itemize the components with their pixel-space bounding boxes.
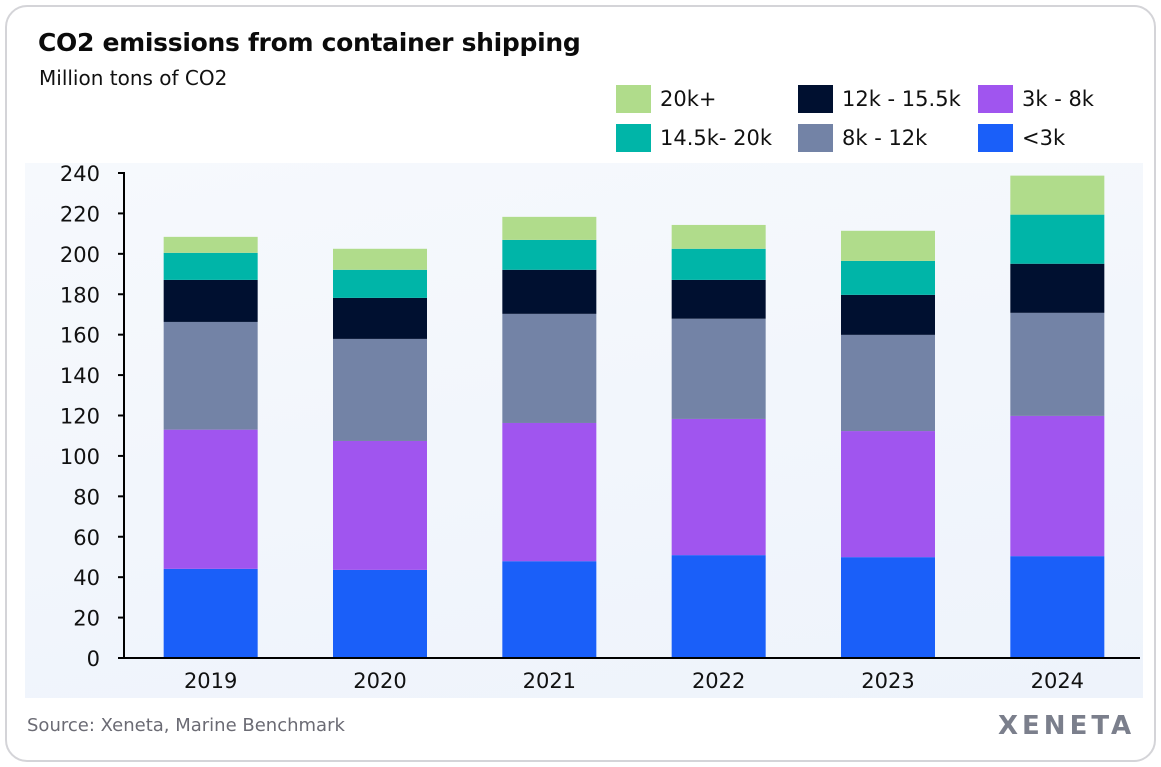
bar-segment	[333, 440, 427, 570]
legend-swatch	[978, 124, 1013, 152]
x-tick-label: 2021	[523, 669, 576, 693]
y-tick-label: 20	[73, 607, 100, 631]
bar-segment	[502, 216, 597, 240]
y-tick-label: 40	[73, 566, 100, 590]
legend-item: 12k - 15.5k	[798, 85, 961, 113]
bar-segment	[1010, 312, 1105, 416]
bar-segment	[502, 313, 597, 423]
legend-swatch	[798, 124, 833, 152]
bar-segment	[841, 334, 935, 432]
legend-swatch	[616, 124, 651, 152]
bar-segment	[1010, 263, 1105, 313]
legend-item: <3k	[978, 124, 1065, 152]
bar-segment	[671, 224, 766, 249]
y-tick-label: 140	[60, 364, 100, 388]
bar-segment	[841, 260, 935, 295]
chart-subtitle: Million tons of CO2	[39, 66, 228, 90]
legend-item: 3k - 8k	[978, 85, 1094, 113]
bar-segment	[333, 297, 427, 339]
legend-label: 3k - 8k	[1022, 87, 1094, 111]
legend-item: 8k - 12k	[798, 124, 927, 152]
bar-segment	[163, 321, 258, 430]
y-tick-label: 220	[60, 202, 100, 226]
x-tick-label: 2023	[861, 669, 914, 693]
bar-segment	[163, 568, 258, 658]
bar-segment	[163, 279, 258, 322]
bar-segment	[671, 279, 766, 319]
bar-segment	[671, 318, 766, 419]
bar-segment	[163, 252, 258, 280]
y-tick-label: 120	[60, 405, 100, 429]
x-tick-label: 2022	[692, 669, 745, 693]
y-tick-label: 0	[87, 647, 100, 671]
y-tick-label: 60	[73, 526, 100, 550]
bar-segment	[841, 230, 935, 261]
y-tick-label: 160	[60, 324, 100, 348]
legend-label: 14.5k- 20k	[660, 126, 773, 150]
bar-segment	[502, 269, 597, 314]
legend-swatch	[798, 85, 833, 113]
legend-swatch	[978, 85, 1013, 113]
y-tick-label: 200	[60, 243, 100, 267]
x-tick-label: 2019	[184, 669, 237, 693]
bar-segment	[163, 236, 258, 253]
bar-segment	[333, 569, 427, 658]
bar-segment	[502, 422, 597, 562]
legend-label: 12k - 15.5k	[842, 87, 961, 111]
bar-segment	[671, 555, 766, 658]
bar-segment	[841, 294, 935, 335]
bar-segment	[502, 561, 597, 658]
bar-segment	[502, 239, 597, 270]
bar-segment	[841, 431, 935, 558]
bar-segment	[333, 338, 427, 441]
source-note: Source: Xeneta, Marine Benchmark	[27, 715, 345, 736]
bar-segment	[1010, 175, 1105, 215]
bar-segment	[333, 248, 427, 270]
y-tick-label: 180	[60, 283, 100, 307]
legend-item: 20k+	[616, 85, 716, 113]
legend-label: 8k - 12k	[842, 126, 928, 150]
x-tick-label: 2020	[353, 669, 406, 693]
bar-segment	[671, 248, 766, 280]
legend-item: 14.5k- 20k	[616, 124, 772, 152]
bar-segment	[1010, 214, 1105, 264]
y-tick-label: 240	[60, 162, 100, 186]
chart-title: CO2 emissions from container shipping	[38, 28, 581, 57]
xeneta-logo: XENETA	[998, 711, 1136, 741]
bar-segment	[163, 429, 258, 569]
legend-label: <3k	[1022, 126, 1066, 150]
legend-label: 20k+	[660, 87, 717, 111]
bar-segment	[671, 418, 766, 556]
x-tick-label: 2024	[1031, 669, 1084, 693]
y-tick-label: 80	[73, 485, 100, 509]
bar-segment	[1010, 415, 1105, 557]
y-tick-label: 100	[60, 445, 100, 469]
bar-segment	[333, 269, 427, 298]
bar-segment	[841, 557, 935, 658]
bar-segment	[1010, 556, 1105, 658]
legend-swatch	[616, 85, 651, 113]
